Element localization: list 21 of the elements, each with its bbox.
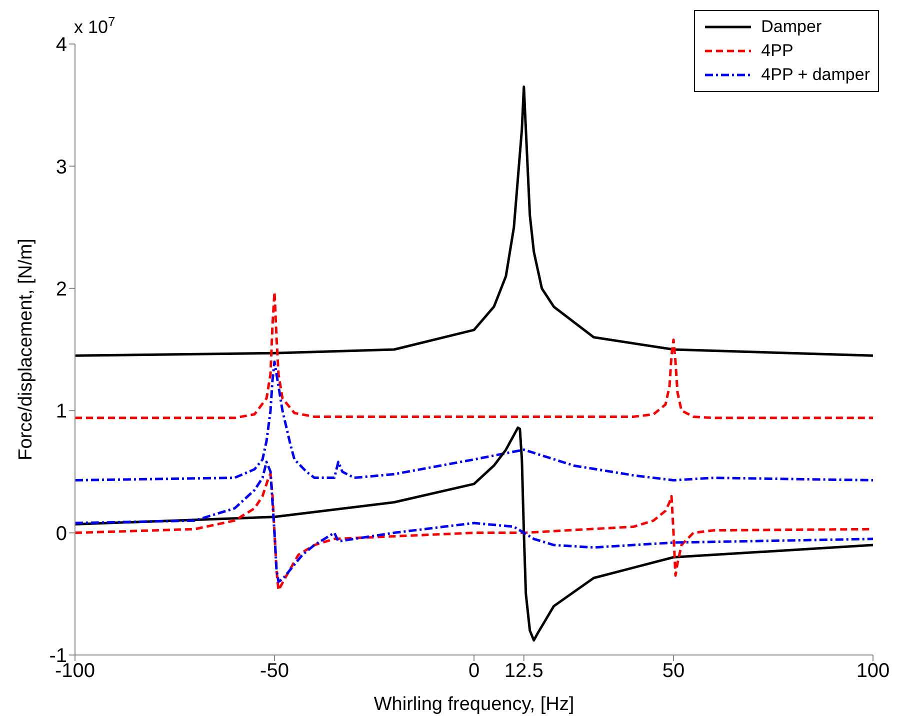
text: x 10$^{7}$ — [74, 14, 116, 37]
x-tick-label: 12.5 — [504, 660, 544, 682]
x-tick-label: 0 — [468, 660, 480, 682]
line-series — [75, 460, 873, 583]
line-series — [75, 360, 873, 482]
x-axis-title: Whirling frequency, [Hz] — [374, 694, 574, 715]
legend-label: Damper — [761, 16, 822, 38]
y-tick-label: 1 — [56, 400, 67, 423]
y-axis-title: Force/displacement, [N/m] — [16, 238, 37, 460]
legend-label: 4PP — [761, 40, 794, 62]
y-tick-label: 4 — [56, 34, 67, 56]
y-tick-label: 3 — [56, 156, 67, 178]
line-series — [75, 426, 873, 642]
line-series — [75, 290, 873, 420]
y-tick-label: 0 — [56, 522, 67, 545]
x-tick-label: 50 — [662, 660, 685, 682]
x-tick-label: 100 — [856, 660, 890, 682]
legend-label: 4PP + damper — [761, 64, 870, 86]
x-tick-label: -50 — [260, 660, 289, 682]
y-tick-label: 2 — [56, 278, 67, 300]
line-series — [75, 86, 873, 357]
